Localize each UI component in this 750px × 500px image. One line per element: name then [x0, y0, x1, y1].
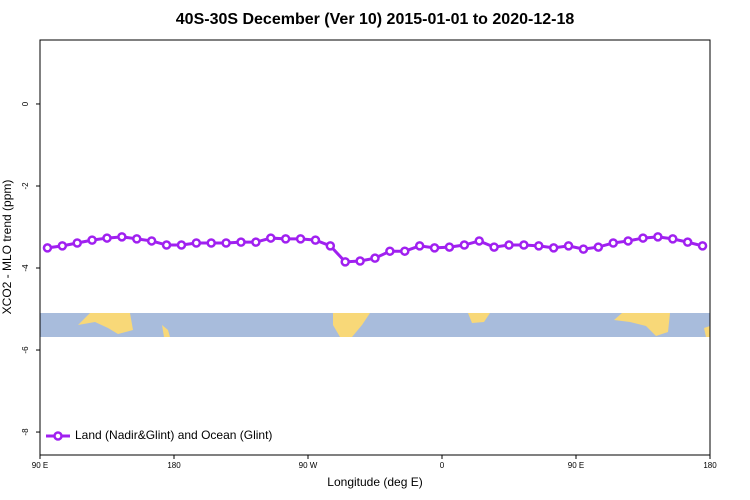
point	[176, 240, 187, 250]
point	[206, 238, 216, 248]
y-tick-label: -6	[21, 346, 30, 354]
ocean-band	[40, 313, 710, 337]
legend-label: Land (Nadir&Glint) and Ocean (Glint)	[75, 428, 272, 442]
point	[340, 257, 350, 267]
point	[534, 241, 544, 251]
point	[489, 242, 499, 252]
point	[653, 232, 663, 242]
land	[333, 313, 370, 337]
point	[593, 242, 604, 252]
point	[87, 235, 97, 245]
map-strip	[40, 313, 710, 337]
point	[117, 232, 127, 242]
point	[519, 240, 529, 250]
land	[468, 313, 490, 323]
y-axis-label: XCO2 - MLO trend (ppm)	[0, 180, 14, 315]
point	[266, 233, 276, 243]
point	[295, 234, 306, 244]
x-tick-label: 180	[703, 461, 717, 470]
land	[162, 325, 170, 337]
point	[414, 241, 425, 251]
point	[444, 242, 455, 252]
chart-title: 40S-30S December (Ver 10) 2015-01-01 to …	[176, 11, 575, 28]
point	[385, 246, 395, 256]
point	[236, 237, 246, 247]
y-tick-label: 0	[21, 101, 30, 106]
point	[623, 236, 633, 246]
point	[474, 236, 484, 246]
point	[504, 240, 514, 250]
y-tick-label: -4	[21, 264, 30, 272]
land	[78, 313, 133, 334]
point	[132, 234, 142, 244]
point	[370, 253, 380, 263]
point	[191, 238, 202, 248]
point	[638, 233, 648, 243]
point	[280, 234, 291, 244]
land	[704, 326, 710, 337]
point	[310, 235, 321, 245]
point	[161, 240, 172, 250]
point	[429, 243, 440, 253]
point	[608, 238, 618, 248]
point	[668, 234, 678, 244]
point	[221, 238, 231, 248]
point	[251, 237, 261, 247]
point	[57, 241, 68, 251]
point	[697, 241, 708, 251]
point	[563, 241, 574, 251]
point	[682, 237, 693, 247]
land	[614, 313, 670, 336]
x-tick-label: 180	[167, 461, 181, 470]
point	[355, 256, 365, 266]
y-tick-label: -8	[21, 428, 30, 436]
x-axis-label: Longitude (deg E)	[327, 475, 422, 489]
point	[459, 240, 470, 250]
y-tick-label: -2	[21, 182, 30, 190]
point	[578, 244, 589, 254]
point	[146, 236, 157, 246]
x-tick-label: 0	[440, 461, 445, 470]
x-tick-label: 90 W	[299, 461, 318, 470]
point	[72, 238, 82, 248]
point	[102, 233, 112, 243]
point	[42, 243, 53, 253]
point	[548, 243, 559, 253]
plot-frame	[39, 39, 711, 456]
x-tick-label: 90 E	[32, 461, 48, 470]
legend-marker	[53, 431, 63, 441]
point	[325, 241, 336, 251]
x-tick-label: 90 E	[568, 461, 584, 470]
point	[400, 246, 410, 256]
